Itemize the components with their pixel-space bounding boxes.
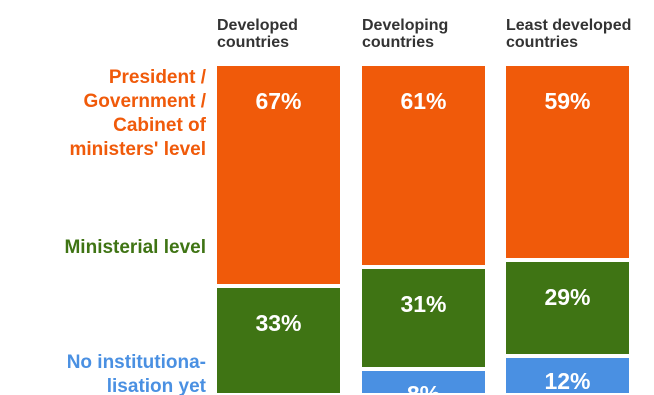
bar-segment: 61% (362, 66, 485, 265)
category-header: Developed countries (217, 17, 298, 51)
bar-segment: 8% (362, 370, 485, 395)
category-header: Developing countries (362, 17, 449, 51)
series-label: President / Government / Cabinet of mini… (69, 67, 206, 160)
data-label: 67% (255, 88, 302, 114)
data-label: 12% (544, 367, 591, 394)
bar-segment: 29% (506, 262, 629, 354)
series-label: No institutiona- lisation yet (66, 352, 206, 395)
data-label: 61% (400, 88, 447, 114)
bar-segment: 12% (506, 357, 629, 394)
data-label: 8% (406, 380, 441, 395)
category-header: Least developed countries (506, 17, 632, 51)
bar-segment: 31% (362, 268, 485, 367)
data-label: 59% (544, 88, 591, 114)
series-label: Ministerial level (64, 237, 206, 258)
data-label: 29% (544, 284, 591, 311)
data-label: 31% (400, 290, 447, 317)
bar-segment: 67% (217, 66, 340, 285)
data-label: 33% (255, 310, 302, 337)
bar-segment: 33% (217, 288, 340, 393)
bar-segment: 59% (506, 66, 629, 259)
